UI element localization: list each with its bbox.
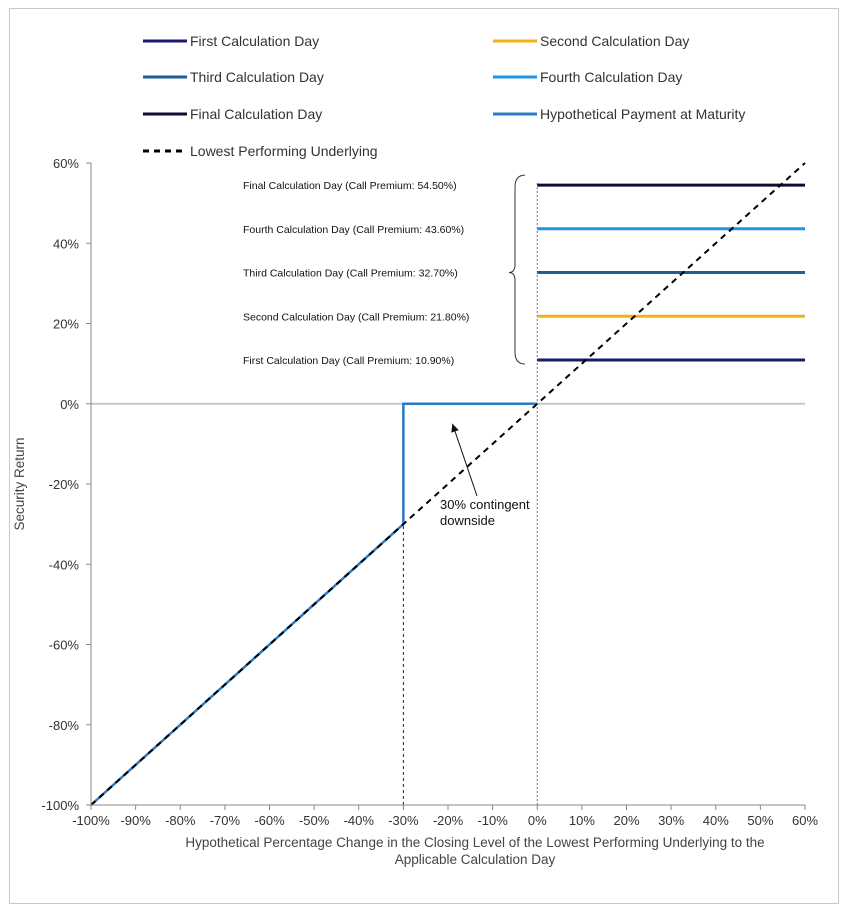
x-tick-label: -60% — [254, 813, 285, 828]
x-tick-label: -90% — [120, 813, 151, 828]
legend: First Calculation Day Second Calculation … — [143, 33, 745, 159]
x-tick-label: 60% — [792, 813, 818, 828]
chart-frame — [9, 8, 839, 904]
axes: 60% 40% 20% 0% -20% -40% -60% -80% -100%-100% -90… — [12, 156, 818, 867]
x-tick-label: -30% — [388, 813, 419, 828]
legend-label: Second Calculation Day — [540, 33, 689, 49]
legend-item: Third Calculation Day — [143, 69, 324, 85]
legend-item: Lowest Performing Underlying — [143, 143, 378, 159]
callout-arrow — [451, 423, 478, 497]
annotations: Final Calculation Day (Call Premium: 54.… — [243, 174, 530, 528]
x-tick-label: 10% — [569, 813, 595, 828]
x-tick-label: 50% — [747, 813, 773, 828]
plot-area — [90, 162, 806, 806]
legend-item: Second Calculation Day — [493, 33, 689, 49]
y-tick-label: -40% — [49, 557, 80, 572]
x-tick-label: -100% — [72, 813, 110, 828]
x-tick-label: -70% — [210, 813, 241, 828]
legend-label: Fourth Calculation Day — [540, 69, 682, 85]
call-premium-label: Second Calculation Day (Call Premium: 21… — [243, 311, 469, 323]
legend-item: First Calculation Day — [143, 33, 319, 49]
x-tick-label: -80% — [165, 813, 196, 828]
y-tick-label: 0% — [60, 397, 79, 412]
legend-item: Hypothetical Payment at Maturity — [493, 106, 745, 122]
brace — [508, 174, 526, 365]
y-tick-label: 40% — [53, 236, 79, 251]
legend-label: Third Calculation Day — [190, 69, 324, 85]
x-tick-label: 20% — [613, 813, 639, 828]
call-premium-label: First Calculation Day (Call Premium: 10.… — [243, 355, 454, 367]
callout-arrowhead — [451, 423, 459, 433]
y-tick-label: 20% — [53, 317, 79, 332]
callout-text: 30% contingent — [440, 497, 530, 512]
y-tick-label: 60% — [53, 156, 79, 171]
x-tick-label: -40% — [344, 813, 375, 828]
y-tick-label: -20% — [49, 477, 80, 492]
y-tick-label: -100% — [41, 798, 79, 813]
legend-label: Lowest Performing Underlying — [190, 143, 378, 159]
x-tick-label: -10% — [477, 813, 508, 828]
x-tick-label: 0% — [528, 813, 547, 828]
call-premium-label: Final Calculation Day (Call Premium: 54.… — [243, 180, 457, 192]
y-tick-label: -80% — [49, 718, 80, 733]
call-premium-label: Third Calculation Day (Call Premium: 32.… — [243, 268, 458, 280]
legend-item: Fourth Calculation Day — [493, 69, 682, 85]
series-line — [90, 162, 806, 806]
legend-item: Final Calculation Day — [143, 106, 322, 122]
x-tick-label: -50% — [299, 813, 330, 828]
y-tick-label: -60% — [49, 638, 80, 653]
x-tick-label: 30% — [658, 813, 684, 828]
y-axis-title: Security Return — [12, 437, 27, 530]
x-tick-label: -20% — [433, 813, 464, 828]
legend-label: Hypothetical Payment at Maturity — [540, 106, 745, 122]
legend-label: Final Calculation Day — [190, 106, 322, 122]
x-axis-title: Applicable Calculation Day — [395, 852, 556, 867]
x-axis-title: Hypothetical Percentage Change in the Cl… — [185, 835, 764, 850]
legend-label: First Calculation Day — [190, 33, 319, 49]
x-tick-label: 40% — [703, 813, 729, 828]
callout-text: downside — [440, 513, 495, 528]
call-premium-label: Fourth Calculation Day (Call Premium: 43… — [243, 224, 464, 236]
